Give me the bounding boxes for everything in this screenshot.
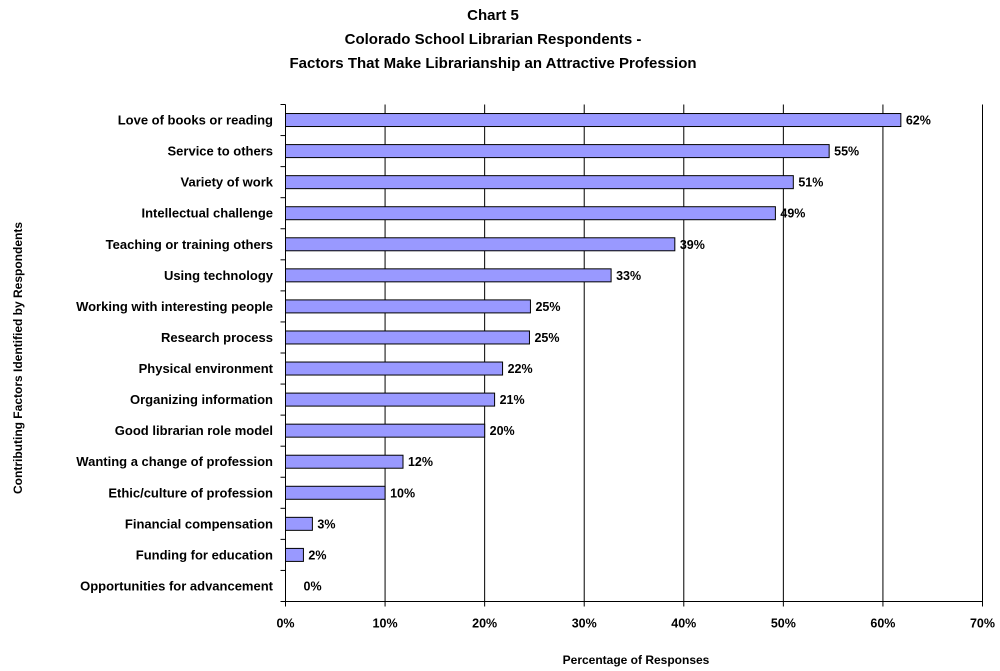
category-label: Wanting a change of profession xyxy=(76,454,273,469)
data-label: 49% xyxy=(780,207,805,221)
category-label: Ethic/culture of profession xyxy=(108,485,273,500)
data-label: 0% xyxy=(304,579,322,593)
category-label: Organizing information xyxy=(130,392,273,407)
category-label: Using technology xyxy=(164,268,274,283)
axes xyxy=(280,104,983,607)
x-tick-label: 60% xyxy=(870,617,895,631)
bar xyxy=(285,175,794,190)
data-label: 33% xyxy=(616,269,641,283)
data-label: 62% xyxy=(906,114,931,128)
bar xyxy=(285,330,530,345)
x-tick-label: 70% xyxy=(970,617,995,631)
category-label: Funding for education xyxy=(136,547,273,562)
data-label: 25% xyxy=(535,300,560,314)
category-label: Good librarian role model xyxy=(115,423,273,438)
bars xyxy=(285,113,902,562)
category-label: Working with interesting people xyxy=(76,299,273,314)
category-label: Physical environment xyxy=(139,361,274,376)
category-label: Love of books or reading xyxy=(118,113,273,128)
bar xyxy=(285,361,504,376)
data-label: 25% xyxy=(534,331,559,345)
x-axis-label: Percentage of Responses xyxy=(563,653,710,667)
data-label: 20% xyxy=(490,424,515,438)
x-tick-label: 10% xyxy=(373,617,398,631)
data-labels: 62% 55% 51% 49% 39% 33% 25% 25% 22% 21% 20% 12% 10% 3… xyxy=(304,114,931,594)
chart-title: Chart 5 Colorado School Librarian Respon… xyxy=(289,7,696,72)
data-label: 22% xyxy=(508,362,533,376)
chart-title-line-2: Colorado School Librarian Respondents - xyxy=(345,31,642,48)
category-label: Research process xyxy=(161,330,273,345)
category-label: Teaching or training others xyxy=(106,237,273,252)
data-label: 39% xyxy=(680,238,705,252)
bar xyxy=(285,516,313,531)
data-label: 55% xyxy=(834,145,859,159)
bar xyxy=(285,392,496,407)
x-tick-label: 40% xyxy=(671,617,696,631)
data-label: 21% xyxy=(500,393,525,407)
bar xyxy=(285,206,776,221)
chart-title-line-3: Factors That Make Librarianship an Attra… xyxy=(289,55,696,72)
x-tick-label: 20% xyxy=(472,617,497,631)
category-labels: Love of books or reading Service to other… xyxy=(76,113,274,594)
bar xyxy=(285,423,486,438)
bar xyxy=(285,299,531,314)
y-axis-label: Contributing Factors Identified by Respo… xyxy=(11,222,25,494)
x-tick-label: 50% xyxy=(771,617,796,631)
data-label: 3% xyxy=(317,517,335,531)
x-tick-label: 30% xyxy=(572,617,597,631)
x-tick-label: 0% xyxy=(276,617,294,631)
category-label: Intellectual challenge xyxy=(142,206,274,221)
data-label: 2% xyxy=(308,548,326,562)
chart-title-line-1: Chart 5 xyxy=(467,7,519,24)
data-label: 10% xyxy=(390,486,415,500)
x-tick-labels: 0% 10% 20% 30% 40% 50% 60% 70% xyxy=(276,617,995,631)
bar xyxy=(285,547,304,562)
data-label: 51% xyxy=(798,176,823,190)
bar xyxy=(285,454,404,469)
category-label: Variety of work xyxy=(181,175,274,190)
bar xyxy=(285,268,612,283)
bar xyxy=(285,485,386,500)
bar xyxy=(285,144,830,159)
bar xyxy=(285,237,676,252)
category-label: Financial compensation xyxy=(125,516,273,531)
category-label: Service to others xyxy=(168,144,274,159)
bar xyxy=(285,113,902,128)
data-label: 12% xyxy=(408,455,433,469)
category-label: Opportunities for advancement xyxy=(80,578,274,593)
